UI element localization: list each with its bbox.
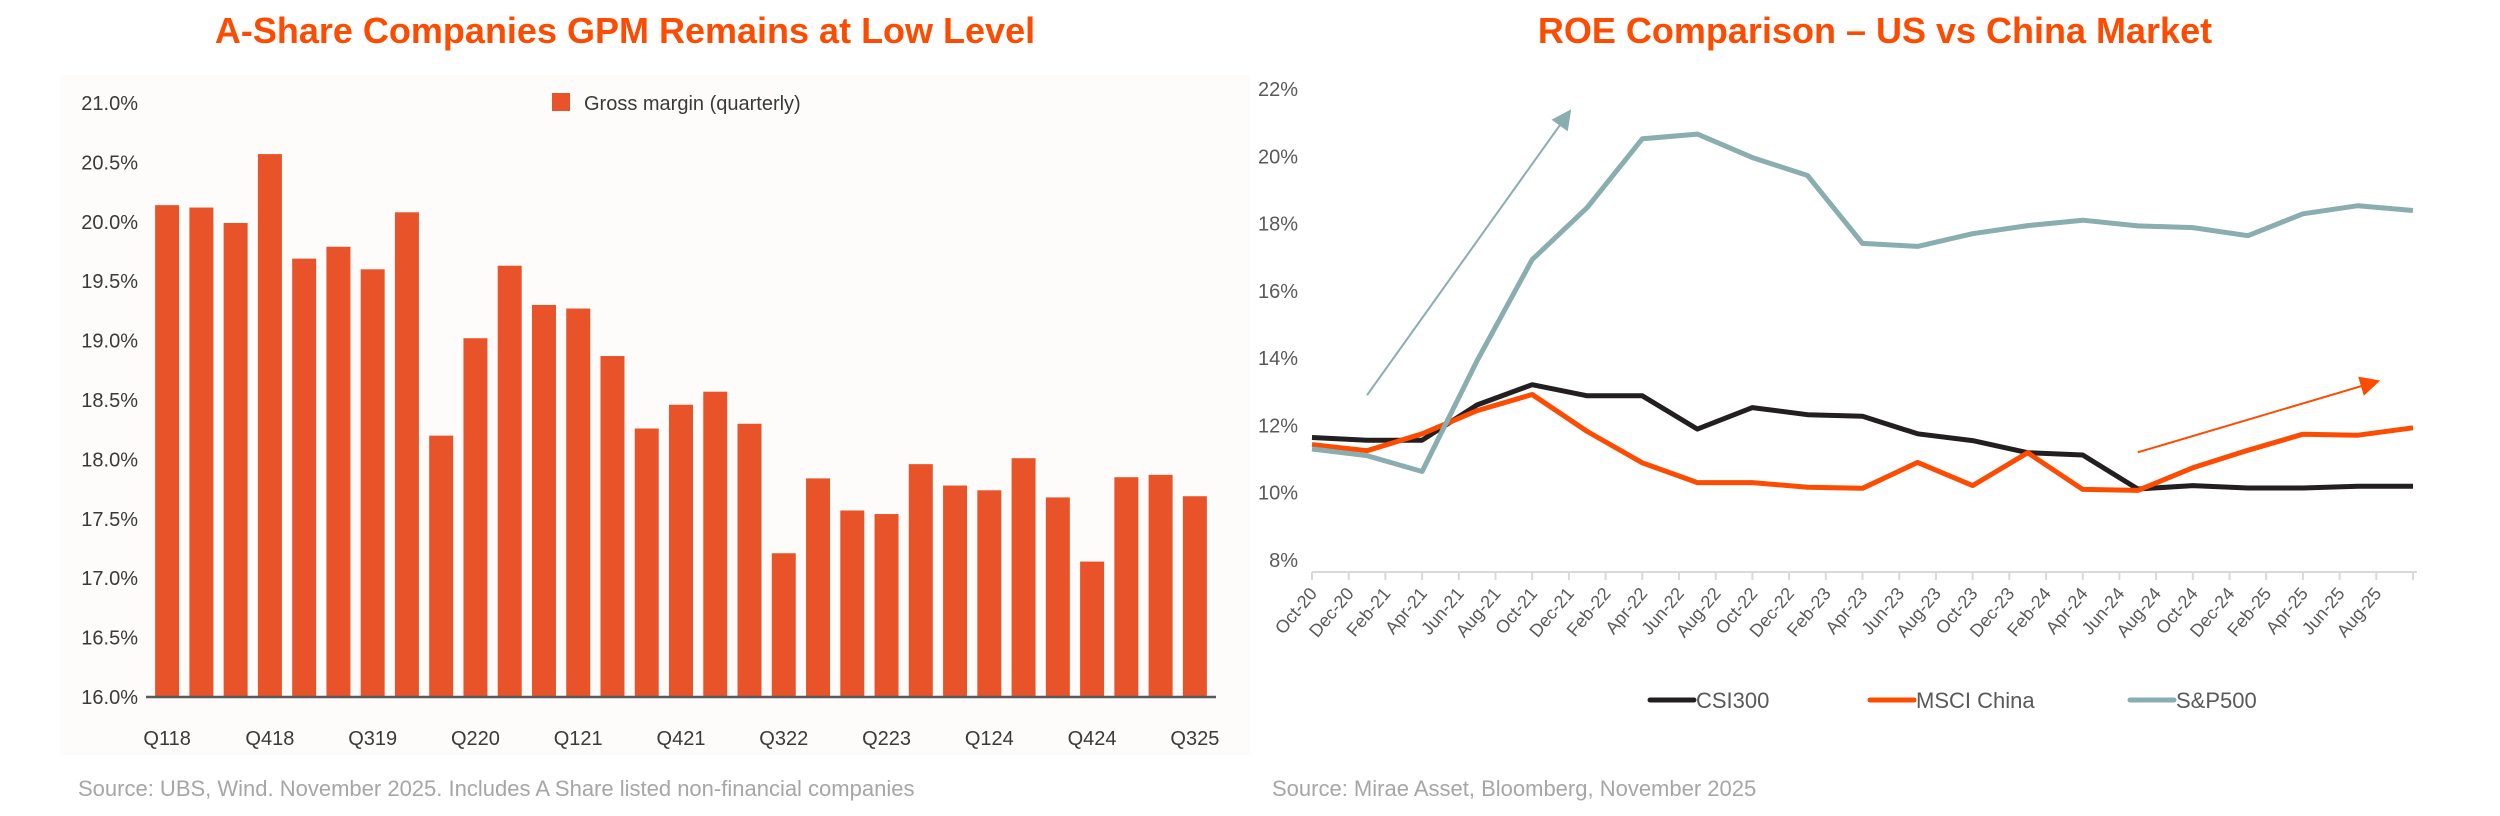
legend-label-s-p500: S&P500 [2176,688,2257,713]
bar-q123 [840,510,865,697]
bar-q320 [497,265,522,697]
legend-label-gross-margin: Gross margin (quarterly) [584,93,801,115]
bar-q125 [1114,477,1139,697]
bar-q120 [429,435,454,697]
legend-label-csi300: CSI300 [1696,688,1769,713]
bar-q322 [771,553,796,697]
y-tick-label: 20.0% [81,212,138,234]
bar-q225 [1148,474,1173,697]
series-line-msci-china [1311,392,2414,493]
bar-q324 [1045,497,1070,697]
bar-q224 [1011,458,1036,697]
y-tick-label: 20.5% [81,152,138,174]
y-tick-label: 19.0% [81,331,138,353]
bar-q218 [189,207,214,697]
x-tick-label: Q121 [554,728,603,750]
x-tick-label: Q418 [245,728,294,750]
roe-chart-panel: ROE Comparison – US vs China Market 8% 10… [1250,0,2500,816]
bar-q122 [703,391,728,697]
x-tick-label: Q325 [1170,728,1219,750]
series-line-s-p500 [1311,131,2414,474]
trend-arrow-msci-china [2137,376,2381,454]
roe-chart-title: ROE Comparison – US vs China Market [1537,10,2213,51]
bar-q121 [566,308,591,697]
y-tick-label: 8% [1269,550,1298,572]
y-tick-label: 17.5% [81,509,138,531]
bar-q318 [223,222,248,697]
bar-q319 [360,269,385,697]
bar-q124 [977,490,1002,697]
bar-q418 [257,154,282,698]
y-tick-label: 14% [1258,348,1298,370]
gpm-chart-panel: A-Share Companies GPM Remains at Low Lev… [78,10,1220,801]
bar-q219 [326,246,351,698]
x-tick-label: Q220 [451,728,500,750]
x-tick-label: Q319 [348,728,397,750]
y-tick-label: 16.5% [81,628,138,650]
bar-q325 [1182,496,1207,697]
bar-q222 [737,423,762,697]
bar-q419 [394,212,419,697]
gpm-chart-title: A-Share Companies GPM Remains at Low Lev… [214,10,1036,51]
gpm-source-note: Source: UBS, Wind. November 2025. Includ… [78,776,915,801]
y-tick-label: 18.0% [81,449,138,471]
x-tick-label: Q421 [657,728,706,750]
bar-q424 [1080,561,1105,697]
bar-q422 [806,478,831,697]
y-tick-label: 10% [1258,483,1298,505]
y-tick-label: 12% [1258,415,1298,437]
legend-swatch-gross-margin [552,93,570,111]
bar-q323 [908,464,933,697]
x-tick-label: Q424 [1068,728,1117,750]
legend-label-msci-china: MSCI China [1916,688,2035,713]
y-tick-label: 22% [1258,79,1298,101]
y-tick-label: 16.0% [81,687,138,709]
bar-q118 [155,205,180,697]
x-tick-label: Q223 [862,728,911,750]
x-tick-label: Q124 [965,728,1014,750]
y-tick-label: 18% [1258,214,1298,236]
y-tick-label: 20% [1258,146,1298,168]
bar-q321 [634,428,659,697]
bar-q421 [669,404,693,697]
x-tick-label: Q118 [143,728,190,750]
x-tick-label: Q322 [759,728,808,750]
series-line-csi300 [1311,382,2413,492]
y-tick-label: 17.0% [81,568,138,590]
y-tick-label: 18.5% [81,390,138,412]
bar-q423 [943,485,968,697]
trend-arrow-sp500 [1366,109,1572,396]
y-tick-label: 19.5% [81,271,138,293]
bar-q221 [600,356,625,697]
roe-line-chart: 8%10%12%14%16%18%20%22%Oct-20Dec-20Feb-2… [1258,79,2417,713]
y-tick-label: 16% [1258,281,1298,303]
y-tick-label: 21.0% [81,93,138,115]
bar-q119 [292,258,317,697]
bar-q220 [463,338,488,697]
roe-source-note: Source: Mirae Asset, Bloomberg, November… [1272,776,1757,801]
bar-q420 [531,304,556,697]
gpm-bar-chart: 16.0% 16.5% 17.0% 17.5% 18.0% 18.5% 19.0% 19.5%… [81,93,1219,750]
bar-q223 [874,514,899,697]
